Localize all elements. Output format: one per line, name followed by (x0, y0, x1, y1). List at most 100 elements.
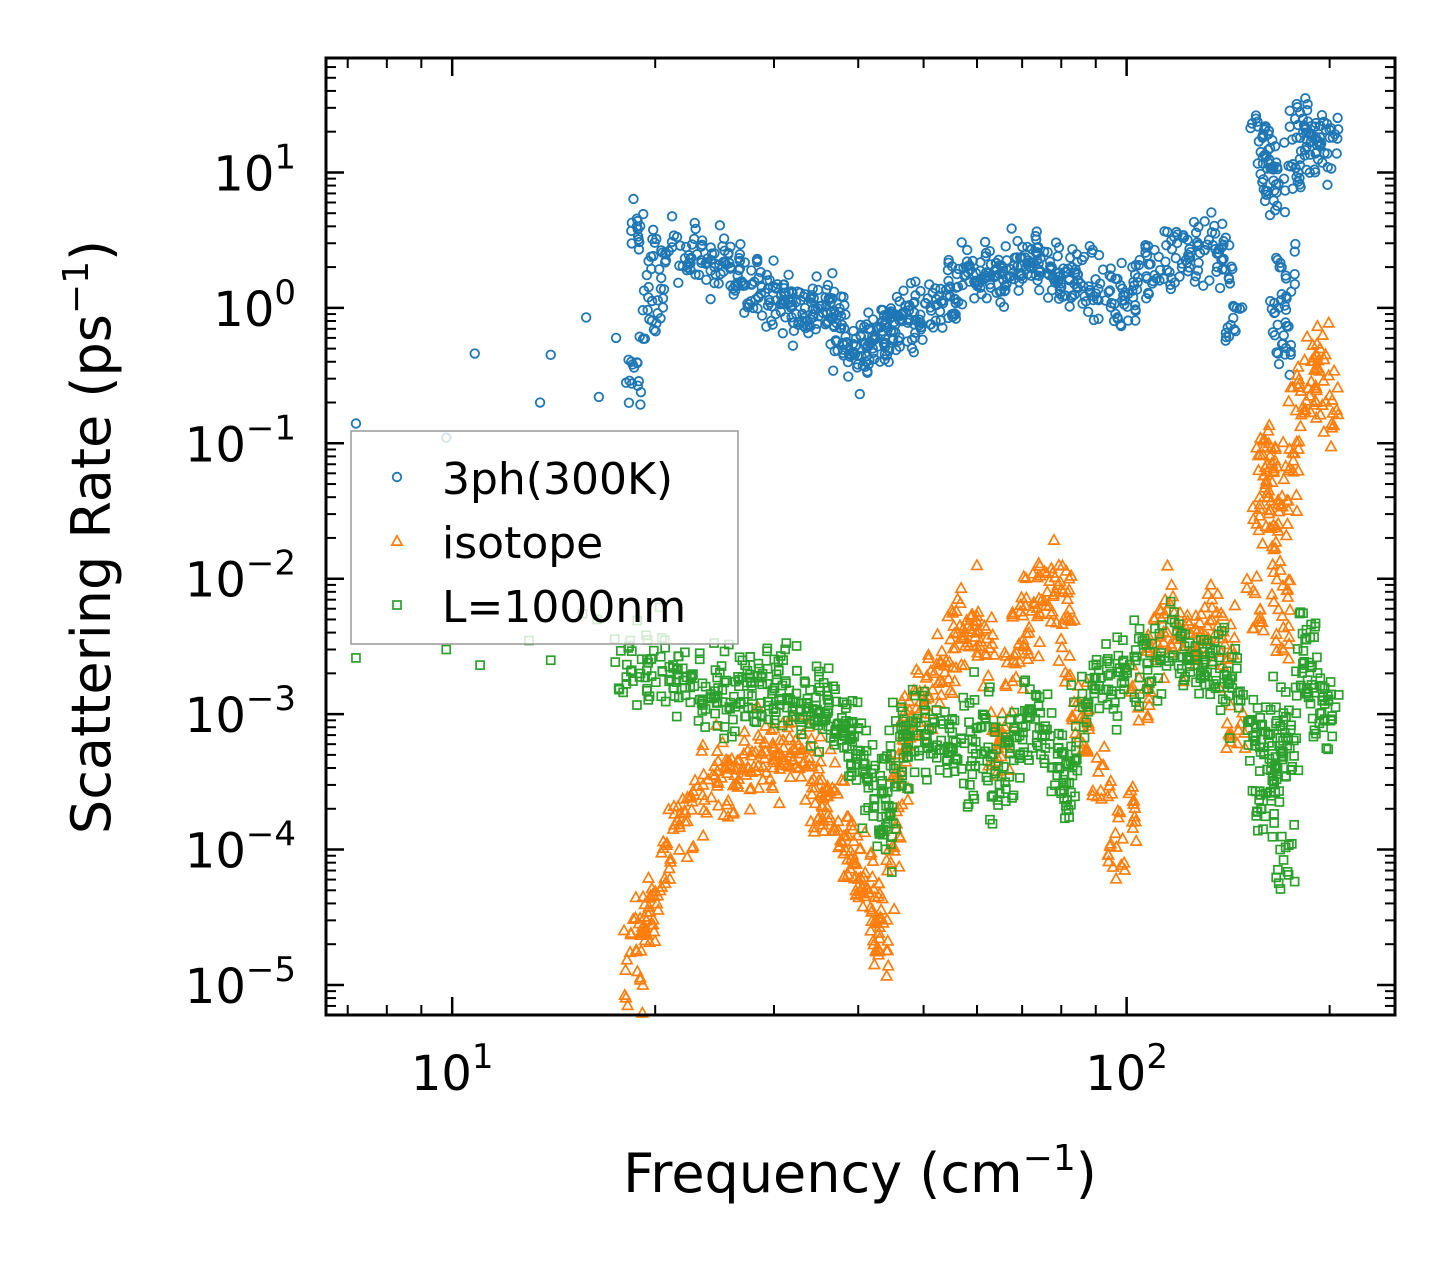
data-point (1126, 820, 1140, 833)
data-point (830, 786, 845, 799)
data-point (745, 651, 756, 662)
data-point (969, 293, 980, 304)
data-point (1283, 321, 1294, 332)
data-point (936, 735, 947, 746)
data-point (1290, 504, 1304, 517)
data-point (761, 269, 773, 281)
data-point (813, 754, 828, 767)
data-point (843, 751, 854, 762)
data-point (909, 767, 920, 778)
data-point (840, 809, 854, 822)
data-point (1024, 755, 1034, 765)
data-point (1294, 132, 1306, 144)
data-point (1059, 794, 1069, 804)
data-point (762, 663, 773, 674)
data-point (1289, 113, 1301, 125)
data-point (686, 839, 700, 852)
data-point (1094, 757, 1109, 770)
data-point (943, 275, 954, 287)
data-point (835, 323, 847, 334)
data-point (1023, 705, 1033, 716)
data-point (1253, 825, 1263, 836)
data-point (1024, 257, 1035, 268)
data-point (886, 867, 897, 877)
data-point (942, 754, 953, 765)
data-point (875, 770, 886, 781)
data-point (888, 818, 899, 829)
data-point (724, 702, 735, 712)
data-point (1325, 392, 1339, 405)
data-point (1052, 653, 1066, 666)
data-point (909, 662, 924, 675)
data-point (849, 856, 864, 869)
data-point (656, 245, 667, 256)
data-point (741, 743, 755, 756)
data-point (1119, 662, 1130, 673)
data-point (869, 802, 879, 813)
data-point (1327, 418, 1341, 431)
data-point (884, 855, 898, 868)
data-point (1019, 590, 1034, 603)
data-point (856, 880, 870, 893)
data-point (954, 581, 968, 594)
data-point (1009, 645, 1024, 658)
data-point (711, 798, 726, 811)
data-point (1230, 326, 1241, 337)
x-axis-label-main: Frequency (cm (623, 1142, 1023, 1205)
data-point (1224, 679, 1235, 690)
data-point (1216, 242, 1227, 253)
data-point (1059, 266, 1071, 278)
data-point (1014, 597, 1028, 610)
data-point (1047, 533, 1061, 545)
data-point (1016, 637, 1031, 650)
data-point (632, 215, 643, 227)
data-point (714, 220, 726, 231)
data-point (673, 692, 684, 703)
data-point (1280, 304, 1292, 316)
data-point (1052, 251, 1063, 262)
legend-item-L=1000nm: L=1000nm (392, 582, 686, 633)
data-point (1278, 708, 1289, 718)
data-point (1097, 693, 1108, 703)
data-point (897, 307, 909, 318)
data-point (767, 685, 778, 696)
data-point (1299, 150, 1310, 161)
x-tick-label-base: 10 (411, 1046, 472, 1102)
data-point (790, 296, 802, 308)
data-point (626, 666, 636, 677)
data-point (1109, 839, 1124, 852)
data-point (1227, 263, 1238, 275)
data-point (1260, 464, 1274, 477)
data-point (1275, 844, 1286, 855)
data-point (1325, 677, 1336, 687)
data-point (693, 269, 705, 281)
data-point (1056, 584, 1070, 597)
data-point (1066, 680, 1077, 690)
data-point (1161, 661, 1172, 671)
data-point (1269, 141, 1281, 152)
data-point (727, 731, 737, 742)
data-point (831, 840, 846, 853)
data-point (1249, 440, 1264, 453)
data-point (902, 783, 913, 794)
data-point (1105, 669, 1116, 679)
data-point (1164, 577, 1179, 590)
data-point (887, 840, 901, 853)
data-point (1315, 138, 1327, 149)
data-point (1106, 859, 1120, 872)
data-point (964, 698, 975, 708)
data-point (1309, 410, 1323, 423)
data-point (961, 619, 975, 631)
data-point (961, 635, 975, 648)
data-point (794, 769, 808, 782)
data-point (1256, 623, 1271, 636)
data-point (1257, 177, 1268, 188)
data-point (807, 283, 818, 294)
data-point (984, 246, 996, 257)
data-point (1245, 755, 1255, 766)
data-point (1030, 601, 1044, 614)
data-point (1289, 488, 1304, 500)
data-point (1327, 731, 1338, 742)
data-point (863, 307, 874, 318)
data-point (635, 399, 646, 410)
